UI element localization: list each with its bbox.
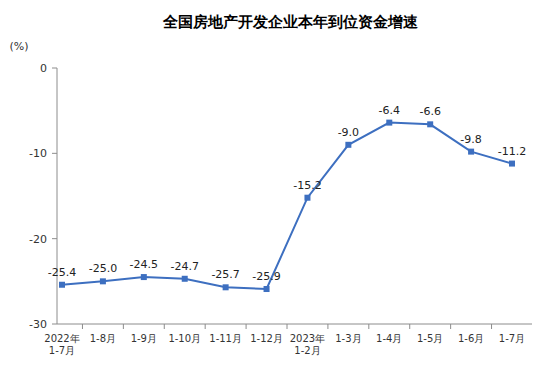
data-label: -6.6 <box>419 105 440 118</box>
y-tick-label: 0 <box>40 62 47 75</box>
x-tick <box>164 324 165 329</box>
y-axis-line <box>57 68 58 324</box>
point-marker <box>59 282 65 288</box>
x-tick <box>246 324 247 329</box>
data-label: -25.0 <box>89 262 117 275</box>
point-marker <box>223 284 229 290</box>
data-label: -9.0 <box>338 126 359 139</box>
x-tick-label: 1-10月 <box>168 333 201 344</box>
series-line <box>62 123 512 289</box>
x-tick <box>409 324 410 329</box>
x-tick-label-line: 1-5月 <box>417 333 443 344</box>
x-tick-label: 1-3月 <box>335 333 361 344</box>
x-tick <box>491 324 492 329</box>
x-tick-label-line: 1-9月 <box>131 333 157 344</box>
data-label: -25.9 <box>252 270 280 283</box>
y-tick-label: -10 <box>29 147 47 160</box>
x-tick-label: 2022年1-7月 <box>44 333 79 356</box>
x-tick-label-line: 1-6月 <box>458 333 484 344</box>
x-tick <box>368 324 369 329</box>
point-marker <box>386 120 392 126</box>
point-marker <box>141 274 147 280</box>
x-tick-label-line: 1-2月 <box>294 345 320 356</box>
x-tick <box>123 324 124 329</box>
data-label: -24.5 <box>130 258 158 271</box>
point-marker <box>509 161 515 167</box>
data-label: -25.4 <box>48 266 76 279</box>
data-label: -11.2 <box>498 145 526 158</box>
point-marker <box>345 142 351 148</box>
x-tick <box>205 324 206 329</box>
x-tick-label: 1-7月 <box>499 333 525 344</box>
data-label: -24.7 <box>170 260 198 273</box>
point-marker <box>100 278 106 284</box>
chart-container: 全国房地产开发企业本年到位资金增速(%)0-10-20-302022年1-7月1… <box>0 0 554 382</box>
plot-area <box>59 120 515 292</box>
x-axis-line <box>57 324 532 325</box>
x-tick-label-line: 1-7月 <box>49 345 75 356</box>
data-label: -6.4 <box>379 104 400 117</box>
data-label: -25.7 <box>211 268 239 281</box>
x-tick-label-line: 2022年 <box>44 333 79 344</box>
x-tick-label: 1-6月 <box>458 333 484 344</box>
y-axis-label: (%) <box>9 40 28 53</box>
x-tick-label: 2023年1-2月 <box>290 333 325 356</box>
point-marker <box>264 286 270 292</box>
x-tick-label: 1-8月 <box>90 333 116 344</box>
data-label: -15.2 <box>293 179 321 192</box>
x-tick-label: 1-9月 <box>131 333 157 344</box>
x-tick-label-line: 1-3月 <box>335 333 361 344</box>
x-tick-label: 1-12月 <box>250 333 283 344</box>
x-tick-label-line: 1-12月 <box>250 333 283 344</box>
y-tick <box>52 153 57 154</box>
x-tick-label-line: 1-7月 <box>499 333 525 344</box>
data-label: -9.8 <box>460 133 481 146</box>
y-tick <box>52 324 57 325</box>
x-tick <box>327 324 328 329</box>
point-marker <box>304 195 310 201</box>
point-marker <box>468 149 474 155</box>
x-tick-label-line: 1-8月 <box>90 333 116 344</box>
x-tick-label: 1-11月 <box>209 333 242 344</box>
x-tick-label: 1-5月 <box>417 333 443 344</box>
x-tick <box>82 324 83 329</box>
title: 全国房地产开发企业本年到位资金增速 <box>162 13 419 31</box>
x-tick-label: 1-4月 <box>376 333 402 344</box>
x-tick-label-line: 1-10月 <box>168 333 201 344</box>
y-tick <box>52 68 57 69</box>
chart-svg: 全国房地产开发企业本年到位资金增速(%)0-10-20-302022年1-7月1… <box>0 0 554 382</box>
point-marker <box>427 121 433 127</box>
y-tick-label: -30 <box>29 318 47 331</box>
x-tick <box>287 324 288 329</box>
x-tick-label-line: 1-4月 <box>376 333 402 344</box>
x-tick-label-line: 2023年 <box>290 333 325 344</box>
x-tick <box>450 324 451 329</box>
point-marker <box>182 276 188 282</box>
x-tick-label-line: 1-11月 <box>209 333 242 344</box>
y-tick-label: -20 <box>29 233 47 246</box>
y-tick <box>52 238 57 239</box>
